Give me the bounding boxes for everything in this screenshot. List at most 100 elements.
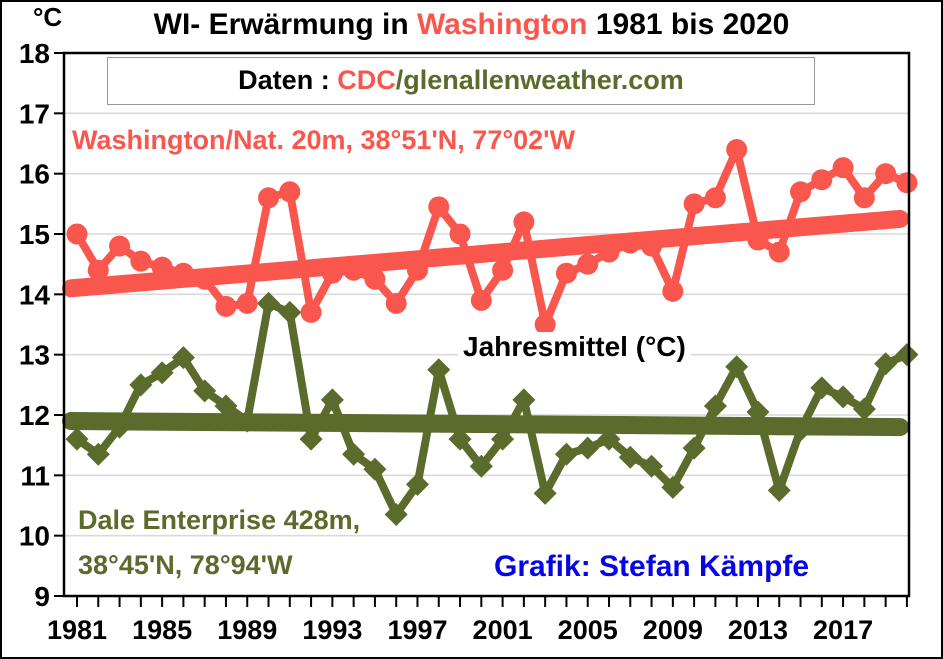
dale-point bbox=[491, 427, 515, 451]
dale-point bbox=[448, 427, 472, 451]
x-axis-labels: 1981 1985 1989 1993 1997 2001 2005 2009 2013 2017 bbox=[47, 615, 873, 645]
washington-point bbox=[747, 229, 769, 251]
dale-station-label-line2: 38°45'N, 78°94'W bbox=[78, 550, 293, 580]
washington-point bbox=[470, 289, 492, 311]
washington-point bbox=[875, 163, 897, 185]
dale-point bbox=[682, 436, 706, 460]
dale-point bbox=[640, 454, 664, 478]
data-source-cdc: CDC bbox=[337, 65, 396, 96]
chart-title-suffix: 1981 bis 2020 bbox=[587, 8, 790, 41]
washington-point bbox=[215, 295, 237, 317]
dale-point bbox=[554, 442, 578, 466]
data-source-label: Daten : bbox=[238, 65, 330, 96]
washington-point bbox=[406, 259, 428, 281]
dale-point bbox=[150, 361, 174, 385]
dale-point bbox=[257, 291, 281, 315]
dale-point bbox=[108, 415, 132, 439]
dale-series bbox=[65, 291, 919, 527]
data-source-box: Daten : CDC/glenallenweather.com bbox=[107, 57, 815, 105]
chart-title-highlight: Washington bbox=[416, 8, 588, 41]
y-tick-label: 18 bbox=[19, 38, 50, 69]
dale-point bbox=[86, 442, 110, 466]
dale-point bbox=[384, 503, 408, 527]
x-tick-label: 1989 bbox=[217, 615, 277, 645]
dale-point bbox=[895, 343, 919, 367]
washington-point bbox=[641, 235, 663, 257]
dale-trend-line bbox=[62, 412, 909, 437]
washington-point bbox=[321, 262, 343, 284]
y-axis-labels: 9 10 11 12 13 14 15 16 17 18 bbox=[19, 38, 51, 612]
dale-point bbox=[427, 358, 451, 382]
dale-point bbox=[767, 478, 791, 502]
washington-point bbox=[768, 241, 790, 263]
washington-point bbox=[428, 196, 450, 218]
plot-border bbox=[62, 51, 911, 598]
washington-point bbox=[790, 181, 812, 203]
washington-point bbox=[513, 211, 535, 233]
washington-point bbox=[364, 268, 386, 290]
dale-point bbox=[512, 388, 536, 412]
washington-point bbox=[258, 187, 280, 209]
y-tick-label: 17 bbox=[19, 98, 50, 129]
dale-point bbox=[363, 457, 387, 481]
washington-series bbox=[66, 139, 918, 335]
y-tick-label: 14 bbox=[19, 279, 51, 310]
washington-point bbox=[619, 232, 641, 254]
chart-title-prefix: WI- Erwärmung in bbox=[153, 8, 417, 41]
washington-point bbox=[66, 223, 88, 245]
dale-point bbox=[342, 442, 366, 466]
washington-point bbox=[87, 259, 109, 281]
dale-point bbox=[214, 394, 238, 418]
dale-point bbox=[810, 376, 834, 400]
washington-point bbox=[343, 259, 365, 281]
washington-point bbox=[194, 268, 216, 290]
credit-label: Grafik: Stefan Kämpfe bbox=[494, 550, 810, 583]
dale-point bbox=[576, 436, 600, 460]
dale-point bbox=[171, 346, 195, 370]
washington-point bbox=[832, 157, 854, 179]
dale-point bbox=[193, 379, 217, 403]
axis-ticks bbox=[54, 52, 908, 607]
washington-point bbox=[896, 172, 918, 194]
washington-point bbox=[534, 314, 556, 335]
x-tick-label: 2013 bbox=[728, 615, 788, 645]
x-tick-label: 1985 bbox=[132, 615, 192, 645]
y-tick-label: 11 bbox=[20, 460, 50, 491]
dale-point bbox=[874, 352, 898, 376]
dale-point bbox=[299, 427, 323, 451]
x-tick-label: 2009 bbox=[643, 615, 703, 645]
y-tick-label: 10 bbox=[19, 521, 50, 552]
washington-point bbox=[704, 187, 726, 209]
chart-title: WI- Erwärmung in Washington 1981 bis 202… bbox=[2, 8, 941, 41]
washington-station-label: Washington/Nat. 20m, 38°51'N, 77°02'W bbox=[72, 125, 576, 155]
washington-point bbox=[662, 280, 684, 302]
washington-point bbox=[279, 181, 301, 203]
washington-point bbox=[726, 139, 748, 161]
y-tick-label: 13 bbox=[19, 340, 50, 371]
dale-line bbox=[73, 299, 911, 519]
washington-point bbox=[449, 223, 471, 245]
dale-point bbox=[278, 300, 302, 324]
x-tick-label: 1993 bbox=[302, 615, 362, 645]
washington-point bbox=[811, 169, 833, 191]
y-tick-label: 9 bbox=[34, 581, 50, 612]
x-tick-label: 1981 bbox=[47, 615, 107, 645]
x-tick-label: 2017 bbox=[813, 615, 873, 645]
dale-point bbox=[597, 427, 621, 451]
dale-point bbox=[703, 394, 727, 418]
dale-point bbox=[725, 355, 749, 379]
y-tick-label: 15 bbox=[19, 219, 50, 250]
washington-point bbox=[109, 235, 131, 257]
washington-point bbox=[130, 250, 152, 272]
dale-point bbox=[746, 400, 770, 424]
washington-point bbox=[300, 301, 322, 323]
washington-line bbox=[73, 145, 911, 329]
dale-point bbox=[469, 454, 493, 478]
y-axis-unit-label: °C bbox=[33, 2, 63, 32]
dale-point bbox=[831, 385, 855, 409]
dale-point bbox=[235, 409, 259, 433]
y-tick-label: 12 bbox=[19, 400, 50, 431]
x-tick-label: 2001 bbox=[473, 615, 533, 645]
